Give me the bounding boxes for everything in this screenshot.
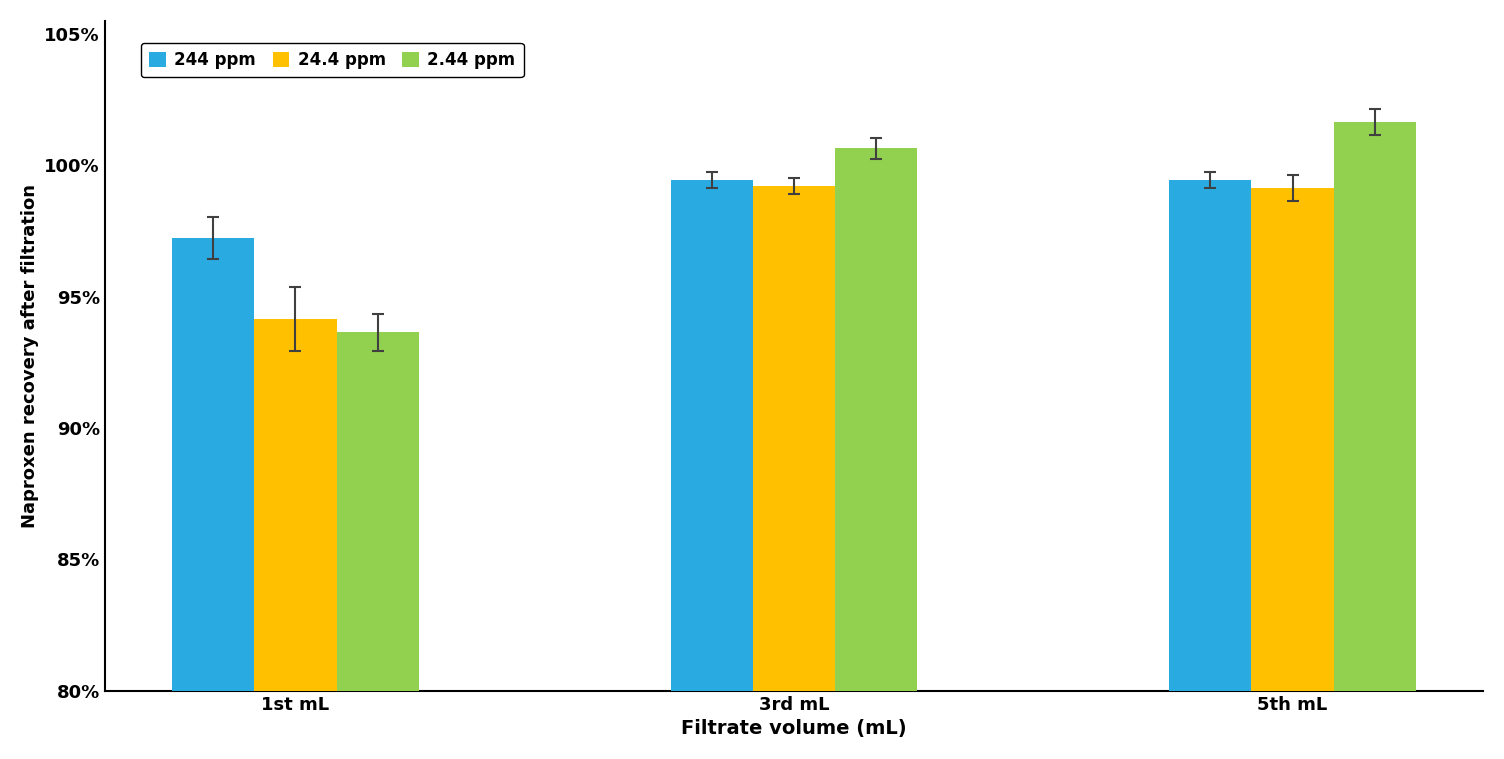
Bar [671,180,754,691]
Bar [337,332,418,691]
Legend: 244 ppm, 24.4 ppm, 2.44 ppm: 244 ppm, 24.4 ppm, 2.44 ppm [141,43,523,77]
X-axis label: Filtrate volume (mL): Filtrate volume (mL) [681,720,907,739]
Y-axis label: Naproxen recovery after filtration: Naproxen recovery after filtration [21,184,39,528]
Bar [835,148,917,691]
Bar [173,238,254,691]
Bar [1170,180,1251,691]
Bar [1334,122,1415,691]
Bar [254,319,337,691]
Bar [1251,187,1334,691]
Bar [754,187,835,691]
